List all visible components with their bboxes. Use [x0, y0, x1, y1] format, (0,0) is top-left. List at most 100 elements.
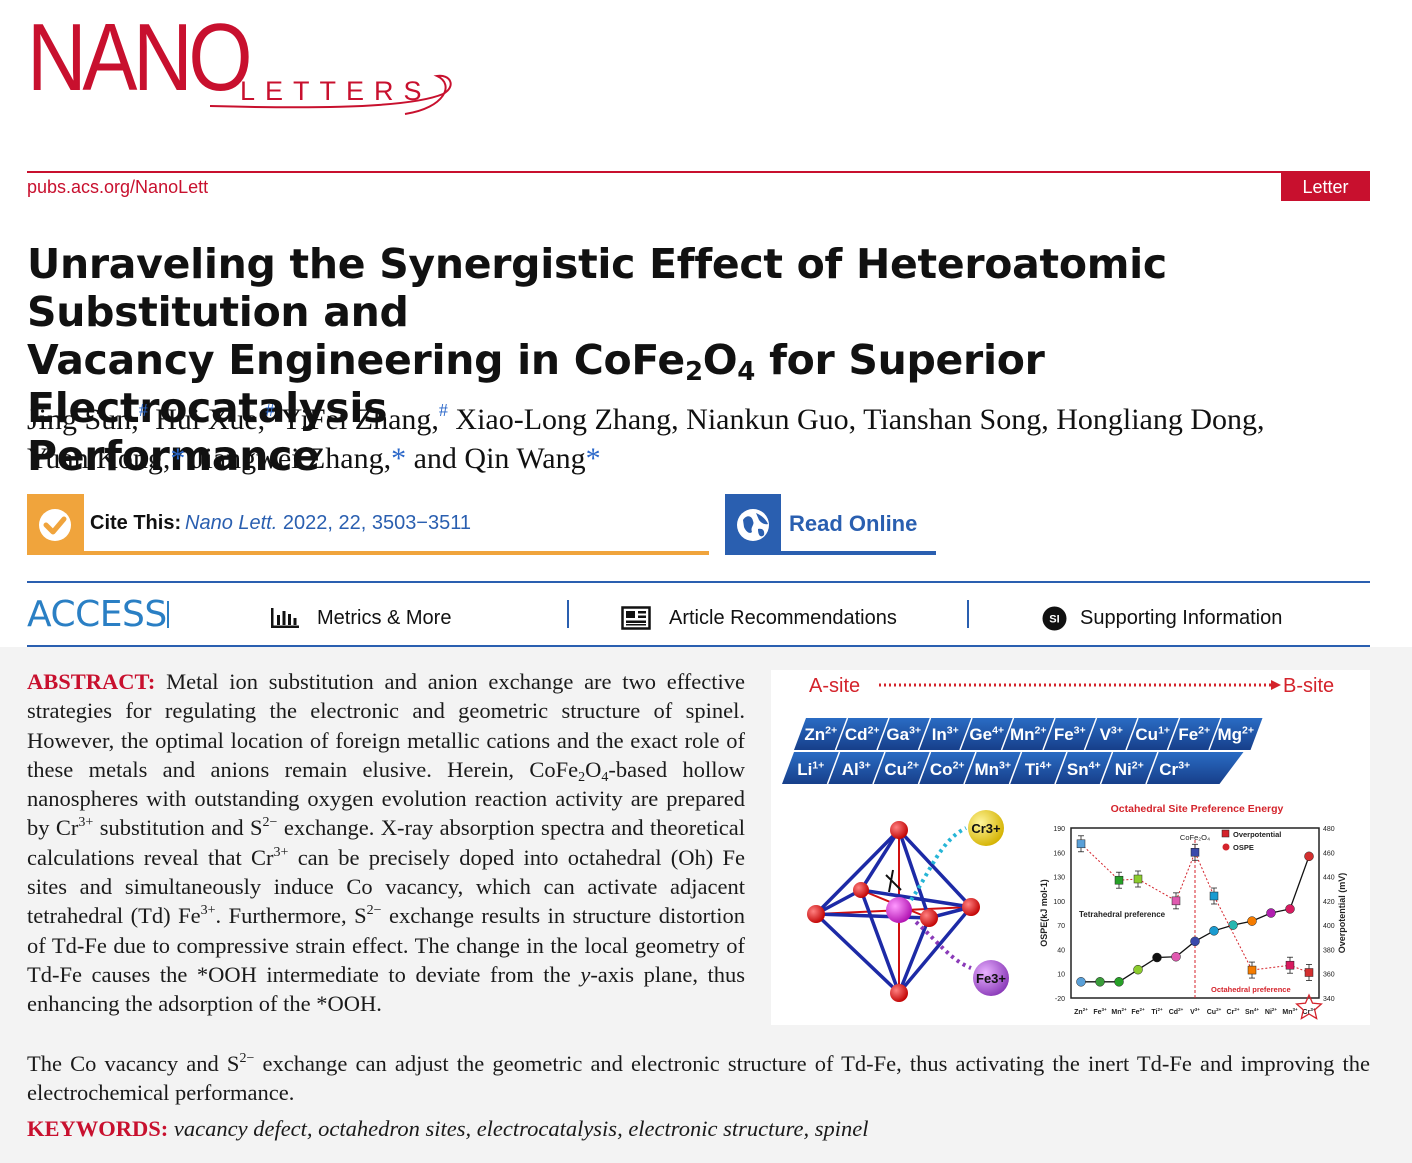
journal-url[interactable]: pubs.acs.org/NanoLett — [27, 177, 209, 197]
ion-label: Sn4+ — [1067, 760, 1101, 779]
x-tick-label: Sn4+ — [1245, 1007, 1259, 1016]
y-tick-label: 40 — [1057, 947, 1065, 954]
ion-label: Ni2+ — [1115, 760, 1144, 779]
ion-row-b-bg — [782, 752, 1244, 784]
journal-logo: NANO — [27, 4, 253, 111]
y-tick-label: 160 — [1053, 850, 1065, 857]
site-arrow-head — [1271, 680, 1281, 690]
legend-ospe-swatch — [1222, 843, 1230, 851]
y2-tick-label: 420 — [1323, 899, 1335, 906]
top-rule — [27, 171, 1370, 173]
x-tick-label: Zn2+ — [1074, 1007, 1088, 1016]
cite-underline — [27, 551, 709, 555]
ion-tile-divider — [1099, 751, 1114, 785]
logo-swoosh — [209, 74, 452, 115]
ospe-point — [1076, 977, 1086, 987]
overpotential-point — [1114, 875, 1124, 885]
author[interactable]: Xiao-Long Zhang, Niankun Guo, Tianshan S… — [447, 403, 1265, 436]
cofe-label: CoFe₂O₄ — [1180, 833, 1210, 842]
access-label: ACCESS — [27, 594, 167, 635]
fe-ion — [973, 960, 1009, 996]
ion-tile-divider — [1083, 717, 1098, 751]
ion-label: Ge4+ — [969, 725, 1004, 744]
ion-tile-divider — [872, 751, 886, 785]
access-rule-top — [27, 581, 1370, 583]
cite-badge[interactable] — [27, 494, 84, 555]
si-icon: SI — [1042, 606, 1067, 631]
abstract-text: ABSTRACT: Metal ion substitution and ani… — [27, 669, 746, 1017]
ion-label: Cr3+ — [1159, 760, 1190, 779]
ospe-point — [1171, 951, 1181, 962]
author[interactable]: Hui Xue, — [147, 403, 266, 436]
legend-over-label: Overpotential — [1233, 830, 1281, 839]
supporting-info-tab[interactable]: Supporting Information — [1080, 607, 1283, 629]
read-online-link[interactable]: Read Online — [789, 511, 918, 536]
cr-ion-label: Cr3+ — [971, 821, 1001, 836]
cite-label: Cite This: — [90, 512, 182, 534]
ion-tile-divider — [1000, 717, 1015, 751]
x-tick-label: Cr3+ — [1303, 1007, 1316, 1016]
recommendations-tab[interactable]: Article Recommendations — [669, 607, 897, 629]
ion-label: V3+ — [1100, 725, 1123, 744]
ion-label: Mn3+ — [974, 760, 1011, 779]
abstract-text-tail: The Co vacancy and S2− exchange can adju… — [27, 1051, 1370, 1106]
ospe-point — [1247, 916, 1257, 926]
legend-ospe-label: OSPE — [1233, 843, 1254, 852]
ion-label: Cd2+ — [845, 725, 880, 744]
ion-tile-divider — [959, 717, 973, 751]
author[interactable]: Yuan Kong, — [27, 442, 171, 475]
citation-link[interactable]: Nano Lett. 2022, 22, 3503−3511 — [185, 512, 471, 534]
tab-divider — [567, 600, 569, 628]
y-axis-label: OSPE(kJ mol-1) — [1039, 879, 1049, 947]
access-separator — [167, 601, 169, 628]
x-tick-label: Cd2+ — [1169, 1007, 1184, 1016]
article-type-badge: Letter — [1281, 173, 1370, 201]
legend-over-swatch — [1221, 829, 1230, 838]
ion-tile-divider — [917, 717, 932, 751]
overpotential-point — [1190, 848, 1200, 857]
x-tick-label: Cr2+ — [1227, 1007, 1240, 1016]
read-online-badge[interactable] — [725, 494, 781, 554]
ion-label: Mg2+ — [1217, 725, 1254, 744]
article-icon — [621, 606, 651, 630]
overpotential-point — [1285, 960, 1295, 970]
ion-label: In3+ — [932, 725, 959, 744]
metrics-tab[interactable]: Metrics & More — [317, 607, 452, 629]
author[interactable]: and Qin Wang — [406, 442, 586, 475]
x-tick-label: Fe3+ — [1093, 1007, 1107, 1016]
ion-label: Co2+ — [930, 760, 965, 779]
journal-logo-letters: LETTERS — [240, 76, 432, 106]
ospe-point — [1152, 952, 1162, 963]
ion-row-a-bg — [794, 718, 1263, 750]
overpotential-line — [1080, 843, 1310, 973]
ion-tile-divider — [876, 717, 890, 751]
y2-tick-label: 460 — [1323, 850, 1335, 857]
toc-graphic: A-site B-site Zn2+ Cd2+ Ga3+ In3+ Ge4+ Mn2+ Fe… — [771, 670, 1370, 1025]
author[interactable]: YiFei Zhang, — [274, 403, 439, 436]
y-tick-label: 100 — [1053, 899, 1065, 906]
ospe-chart: -20 10 40 70 100 130 160 190 340 360 380 400 420 440 4… — [1039, 826, 1347, 1020]
bar-chart-icon — [271, 608, 299, 628]
overpotential-point — [1133, 874, 1143, 884]
author[interactable]: Jing Sun, — [27, 403, 139, 436]
ospe-point — [1304, 851, 1314, 862]
fe-ion-label: Fe3+ — [976, 971, 1006, 986]
x-tick-label: Ni2+ — [1265, 1007, 1278, 1016]
ion-label: Ti4+ — [1025, 760, 1052, 779]
y2-tick-label: 480 — [1323, 826, 1335, 833]
cr-ion — [968, 810, 1004, 846]
b-site-label: B-site — [1283, 675, 1334, 697]
author[interactable]: Jiangwei Zhang, — [185, 442, 392, 475]
x-tick-label: V3+ — [1190, 1007, 1200, 1016]
ion-label: Cu2+ — [884, 760, 919, 779]
ion-label: Fe3+ — [1054, 725, 1086, 744]
ion-row-a: Zn2+ Cd2+ Ga3+ In3+ Ge4+ Mn2+ Fe3+ V3+ Cu1+ Fe2+ M… — [794, 717, 1263, 751]
x-tick-label: Mn2+ — [1111, 1007, 1127, 1016]
overpotential-point — [1171, 896, 1181, 906]
y2-tick-label: 360 — [1323, 972, 1335, 979]
y-tick-label: 130 — [1053, 875, 1065, 882]
x-tick-label: Ti2+ — [1151, 1007, 1163, 1016]
y-tick-label: 70 — [1057, 923, 1065, 930]
y-tick-label: 10 — [1057, 972, 1065, 979]
ion-tile-divider — [1166, 717, 1181, 751]
